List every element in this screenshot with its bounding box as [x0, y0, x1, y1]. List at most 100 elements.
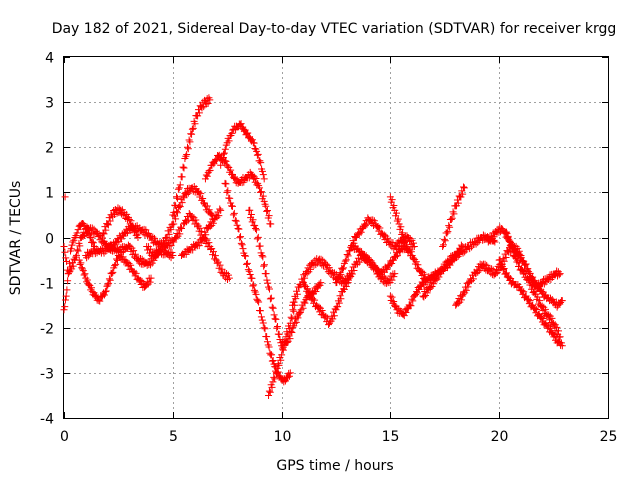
data-point-marker: [254, 233, 262, 241]
data-point-marker: [263, 207, 271, 215]
data-point-marker: [69, 238, 77, 246]
data-point-marker: [439, 243, 447, 251]
data-point-marker: [118, 206, 126, 214]
data-point-marker: [250, 139, 258, 147]
data-point-marker: [228, 129, 236, 137]
data-point-marker: [102, 226, 110, 234]
data-point-marker: [450, 210, 458, 218]
data-point-marker: [404, 305, 412, 313]
data-point-marker: [264, 279, 272, 287]
data-point-marker: [204, 99, 212, 107]
y-tick-label: -1: [40, 277, 54, 293]
data-point-marker: [344, 252, 352, 260]
data-point-marker: [280, 378, 288, 386]
data-point-marker: [267, 294, 275, 302]
data-point-marker: [357, 228, 365, 236]
data-point-marker: [265, 283, 273, 291]
data-point-marker: [183, 151, 191, 159]
data-point-marker: [106, 276, 114, 284]
data-point-marker: [85, 230, 93, 238]
data-point-marker: [406, 301, 414, 309]
series-arc-11: [217, 120, 268, 183]
data-point-marker: [124, 241, 132, 249]
data-point-marker: [469, 275, 477, 283]
data-point-marker: [184, 145, 192, 153]
data-point-marker: [292, 318, 300, 326]
data-point-marker: [392, 209, 400, 217]
data-point-marker: [233, 221, 241, 229]
data-point-marker: [383, 234, 391, 242]
data-point-marker: [288, 315, 296, 323]
data-point-marker: [78, 265, 86, 273]
data-point-marker: [105, 275, 113, 283]
data-point-marker: [183, 143, 191, 151]
data-point-marker: [202, 231, 210, 239]
series-arc-20: [386, 193, 412, 255]
series-arc-7: [169, 94, 214, 219]
data-point-marker: [131, 250, 139, 258]
data-point-marker: [189, 124, 197, 132]
data-point-marker: [196, 224, 204, 232]
data-point-marker: [558, 297, 566, 305]
data-point-marker: [444, 228, 452, 236]
data-point-marker: [152, 253, 160, 261]
data-point-marker: [224, 275, 232, 283]
data-point-marker: [415, 286, 423, 294]
data-point-marker: [84, 229, 92, 237]
data-point-marker: [516, 250, 524, 258]
data-point-marker: [238, 241, 246, 249]
data-point-marker: [220, 149, 228, 157]
data-point-marker: [80, 220, 88, 228]
data-point-marker: [73, 251, 81, 259]
data-point-marker: [423, 289, 431, 297]
data-point-marker: [134, 234, 142, 241]
data-point-marker: [197, 190, 205, 198]
data-point-marker: [294, 314, 302, 322]
data-point-marker: [179, 163, 187, 171]
data-point-marker: [459, 249, 467, 257]
data-point-marker: [282, 374, 290, 382]
data-point-marker: [413, 289, 421, 297]
data-point-marker: [454, 299, 462, 307]
data-point-marker: [192, 216, 200, 224]
data-point-marker: [212, 256, 220, 264]
data-point-marker: [173, 194, 181, 202]
data-point-marker: [488, 234, 496, 242]
data-point-marker: [386, 292, 394, 300]
data-point-marker: [554, 337, 562, 345]
data-point-marker: [390, 298, 398, 306]
data-point-marker: [113, 238, 121, 246]
data-point-marker: [410, 239, 418, 247]
data-point-marker: [258, 252, 266, 260]
data-point-marker: [521, 261, 529, 269]
data-point-marker: [198, 227, 206, 235]
data-point-marker: [270, 311, 278, 319]
data-point-marker: [127, 261, 135, 269]
data-point-marker: [159, 244, 167, 252]
data-point-marker: [342, 256, 350, 264]
data-point-marker: [251, 224, 259, 232]
data-point-marker: [265, 285, 273, 293]
data-point-marker: [242, 260, 250, 268]
data-point-marker: [82, 225, 90, 233]
data-point-marker: [183, 190, 191, 198]
data-point-marker: [68, 241, 76, 249]
data-point-marker: [389, 256, 397, 264]
data-point-marker: [426, 284, 434, 292]
data-point-marker: [259, 171, 267, 179]
data-point-marker: [250, 173, 258, 181]
data-point-marker: [157, 247, 165, 255]
data-point-marker: [79, 267, 87, 275]
data-point-marker: [172, 202, 180, 210]
data-point-marker: [290, 307, 298, 315]
data-point-marker: [143, 261, 151, 269]
data-point-marker: [495, 228, 503, 236]
data-point-marker: [63, 286, 71, 294]
data-point-marker: [555, 271, 563, 279]
data-point-marker: [229, 211, 237, 219]
data-point-marker: [266, 349, 274, 357]
data-point-marker: [391, 270, 399, 278]
data-point-marker: [249, 282, 257, 290]
data-point-marker: [552, 332, 560, 340]
data-point-marker: [169, 252, 177, 260]
